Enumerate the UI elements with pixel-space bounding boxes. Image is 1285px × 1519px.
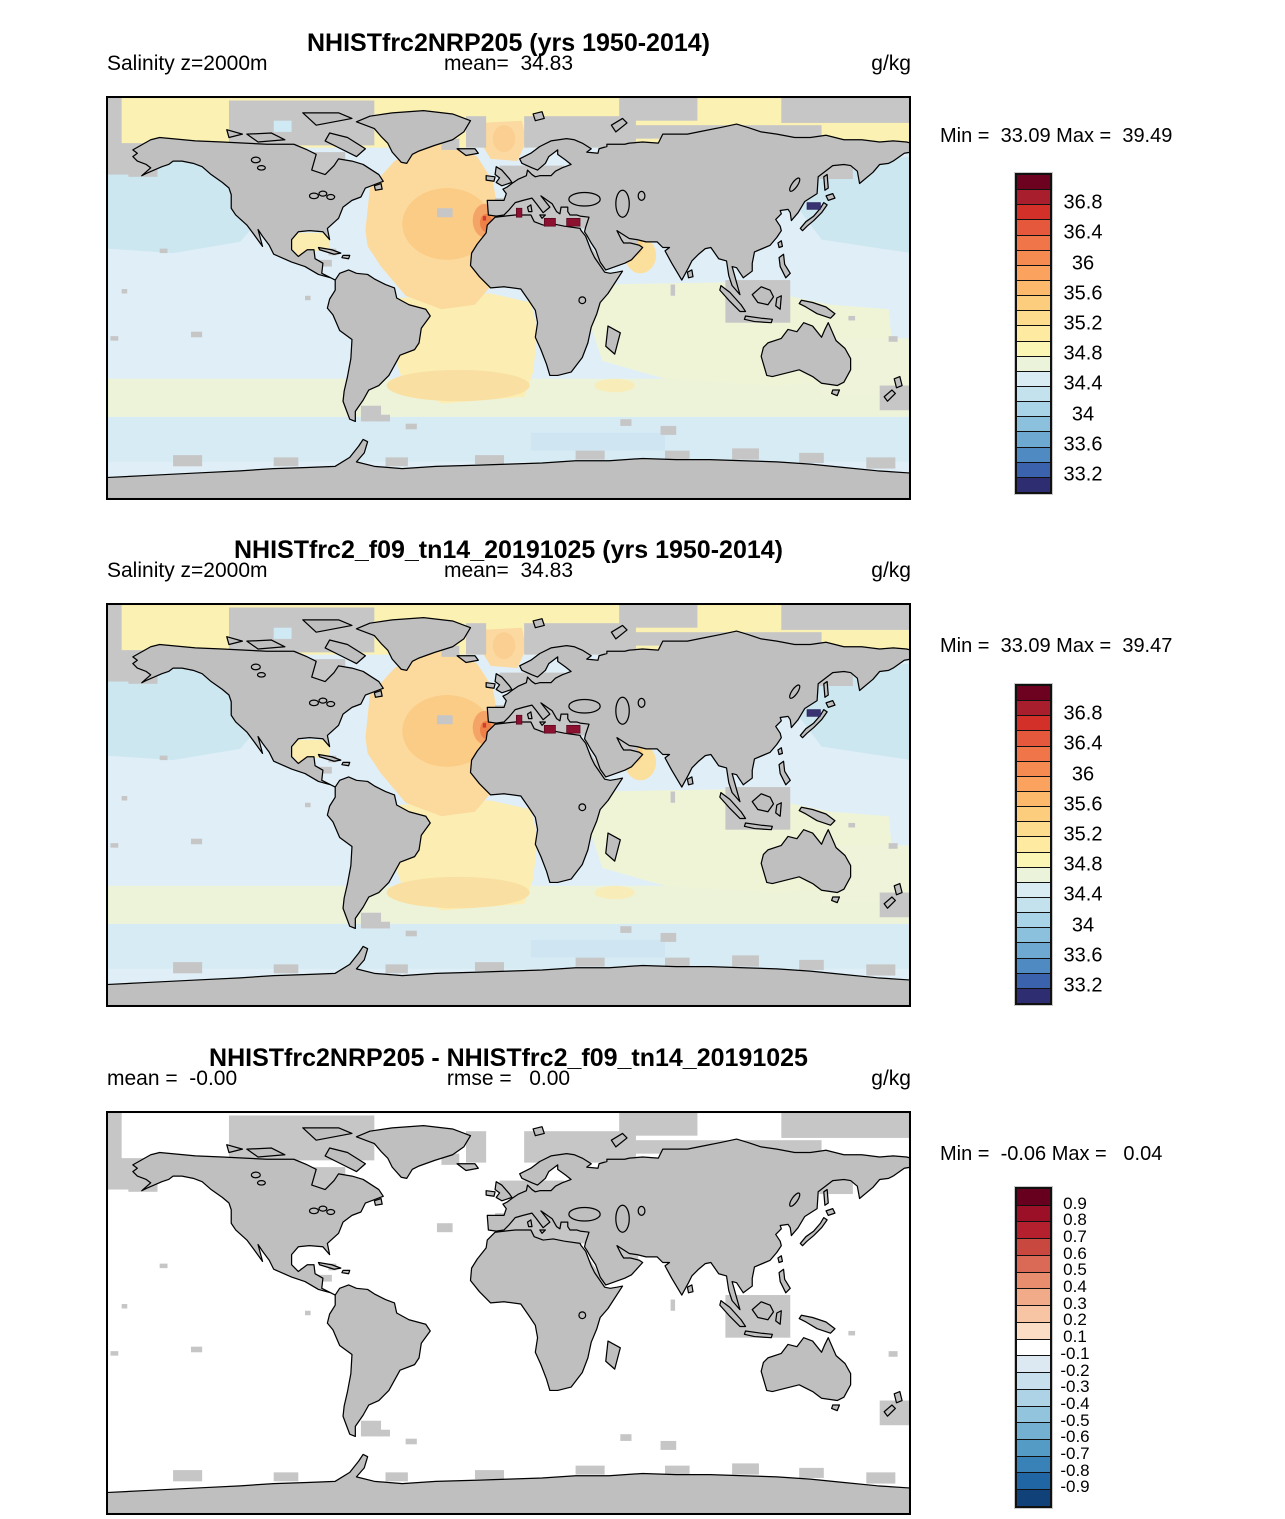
variable-label: Salinity z=2000m <box>107 52 268 75</box>
rmse-label: rmse = 0.00 <box>446 1067 571 1090</box>
minmax-readout: Min = 33.09 Max = 39.47 <box>940 635 1173 657</box>
units-label: g/kg <box>871 1067 911 1090</box>
colorbar <box>1015 1187 1052 1508</box>
colorbar-tick-labels: 36.8 36.4 36 35.6 35.2 34.8 34.4 34 33.6 33.2 <box>1063 702 1103 997</box>
colorbar-tick-labels: 36.8 36.4 36 35.6 35.2 34.8 34.4 34 33.6 33.2 <box>1063 191 1103 486</box>
subtitle-row: Salinity z=2000m mean= 34.83 g/kg <box>106 52 911 78</box>
colorbar-tick-labels: 0.9 0.8 0.7 0.6 0.5 0.4 0.3 0.2 0.1 -0.1 -0.2 -0.3-… <box>1060 1193 1090 1497</box>
salinity-map-a <box>106 96 911 500</box>
variable-label: Salinity z=2000m <box>107 559 268 582</box>
mean-label: mean= 34.83 <box>443 559 574 582</box>
minmax-readout: Min = 33.09 Max = 39.49 <box>940 125 1173 147</box>
diff-mean-label: mean = -0.00 <box>107 1067 238 1090</box>
salinity-map-b <box>106 603 911 1007</box>
colorbar <box>1015 684 1052 1005</box>
difference-map <box>106 1111 911 1515</box>
colorbar <box>1015 173 1052 494</box>
minmax-readout: Min = -0.06 Max = 0.04 <box>940 1143 1163 1165</box>
page-title: NHISTfrc2NRP205 - NHISTfrc2_f09_tn14_201… <box>209 1043 808 1072</box>
units-label: g/kg <box>871 52 911 75</box>
page-title: NHISTfrc2NRP205 (yrs 1950-2014) <box>307 28 710 57</box>
subtitle-row: mean = -0.00 rmse = 0.00 g/kg <box>106 1067 911 1093</box>
units-label: g/kg <box>871 559 911 582</box>
page-title: NHISTfrc2_f09_tn14_20191025 (yrs 1950-20… <box>234 535 783 564</box>
mean-label: mean= 34.83 <box>443 52 574 75</box>
subtitle-row: Salinity z=2000m mean= 34.83 g/kg <box>106 559 911 585</box>
